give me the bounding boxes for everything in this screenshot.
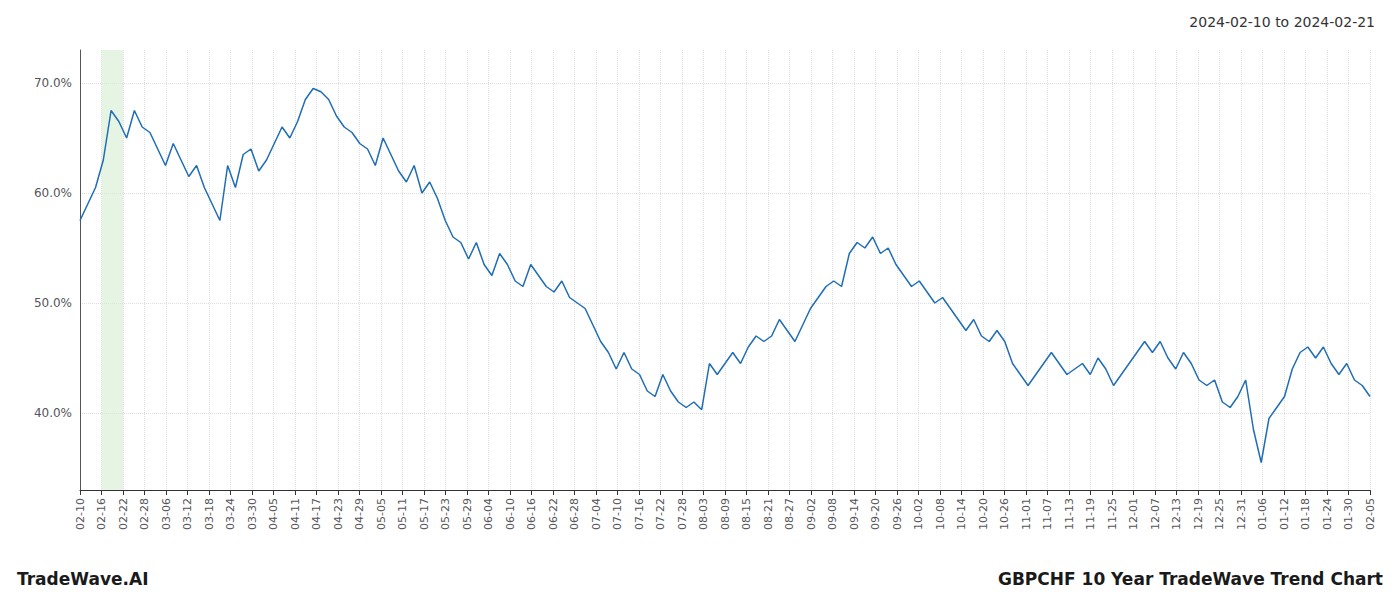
svg-text:11-01: 11-01 (1020, 498, 1033, 530)
svg-text:05-29: 05-29 (461, 498, 474, 530)
svg-text:50.0%: 50.0% (34, 296, 72, 310)
svg-text:02-16: 02-16 (95, 498, 108, 530)
svg-text:11-13: 11-13 (1063, 498, 1076, 530)
svg-text:06-04: 06-04 (482, 498, 495, 530)
svg-text:03-24: 03-24 (224, 498, 237, 530)
svg-text:10-08: 10-08 (934, 498, 947, 530)
svg-text:10-14: 10-14 (955, 498, 968, 530)
svg-text:05-11: 05-11 (396, 498, 409, 530)
svg-text:09-14: 09-14 (848, 498, 861, 530)
svg-text:09-26: 09-26 (891, 498, 904, 530)
svg-text:09-08: 09-08 (826, 498, 839, 530)
svg-text:12-07: 12-07 (1149, 498, 1162, 530)
svg-text:12-25: 12-25 (1213, 498, 1226, 530)
svg-text:02-22: 02-22 (117, 498, 130, 530)
svg-text:03-06: 03-06 (160, 498, 173, 530)
svg-text:08-21: 08-21 (762, 498, 775, 530)
svg-text:06-10: 06-10 (504, 498, 517, 530)
svg-text:03-18: 03-18 (203, 498, 216, 530)
svg-text:04-17: 04-17 (310, 498, 323, 530)
svg-text:12-01: 12-01 (1127, 498, 1140, 530)
svg-text:07-28: 07-28 (676, 498, 689, 530)
svg-text:09-02: 09-02 (805, 498, 818, 530)
svg-text:08-27: 08-27 (783, 498, 796, 530)
svg-text:11-07: 11-07 (1041, 498, 1054, 530)
svg-text:01-24: 01-24 (1321, 498, 1334, 530)
svg-text:06-22: 06-22 (547, 498, 560, 530)
svg-text:06-16: 06-16 (525, 498, 538, 530)
svg-text:04-11: 04-11 (289, 498, 302, 530)
svg-text:10-26: 10-26 (998, 498, 1011, 530)
svg-text:08-15: 08-15 (740, 498, 753, 530)
svg-text:12-31: 12-31 (1235, 498, 1248, 530)
svg-text:03-30: 03-30 (246, 498, 259, 530)
svg-text:04-23: 04-23 (332, 498, 345, 530)
svg-text:09-20: 09-20 (869, 498, 882, 530)
svg-text:11-25: 11-25 (1106, 498, 1119, 530)
svg-text:2024-02-10 to 2024-02-21: 2024-02-10 to 2024-02-21 (1189, 14, 1375, 30)
svg-text:10-20: 10-20 (977, 498, 990, 530)
svg-text:02-28: 02-28 (138, 498, 151, 530)
svg-text:12-19: 12-19 (1192, 498, 1205, 530)
svg-text:06-28: 06-28 (568, 498, 581, 530)
svg-text:07-22: 07-22 (654, 498, 667, 530)
svg-text:05-05: 05-05 (375, 498, 388, 530)
svg-text:60.0%: 60.0% (34, 186, 72, 200)
svg-text:TradeWave.AI: TradeWave.AI (17, 569, 148, 589)
svg-text:03-12: 03-12 (181, 498, 194, 530)
svg-text:01-30: 01-30 (1342, 498, 1355, 530)
svg-text:07-16: 07-16 (633, 498, 646, 530)
svg-text:07-04: 07-04 (590, 498, 603, 530)
svg-text:01-18: 01-18 (1299, 498, 1312, 530)
svg-text:02-05: 02-05 (1364, 498, 1377, 530)
svg-text:12-13: 12-13 (1170, 498, 1183, 530)
svg-text:05-23: 05-23 (439, 498, 452, 530)
svg-text:11-19: 11-19 (1084, 498, 1097, 530)
svg-text:02-10: 02-10 (74, 498, 87, 530)
svg-text:07-10: 07-10 (611, 498, 624, 530)
svg-text:70.0%: 70.0% (34, 76, 72, 90)
svg-text:08-03: 08-03 (697, 498, 710, 530)
svg-text:08-09: 08-09 (719, 498, 732, 530)
svg-text:05-17: 05-17 (418, 498, 431, 530)
svg-text:40.0%: 40.0% (34, 406, 72, 420)
svg-text:04-29: 04-29 (353, 498, 366, 530)
svg-text:01-06: 01-06 (1256, 498, 1269, 530)
svg-text:10-02: 10-02 (912, 498, 925, 530)
svg-text:GBPCHF 10 Year TradeWave Trend: GBPCHF 10 Year TradeWave Trend Chart (998, 569, 1383, 589)
svg-text:01-12: 01-12 (1278, 498, 1291, 530)
svg-text:04-05: 04-05 (267, 498, 280, 530)
